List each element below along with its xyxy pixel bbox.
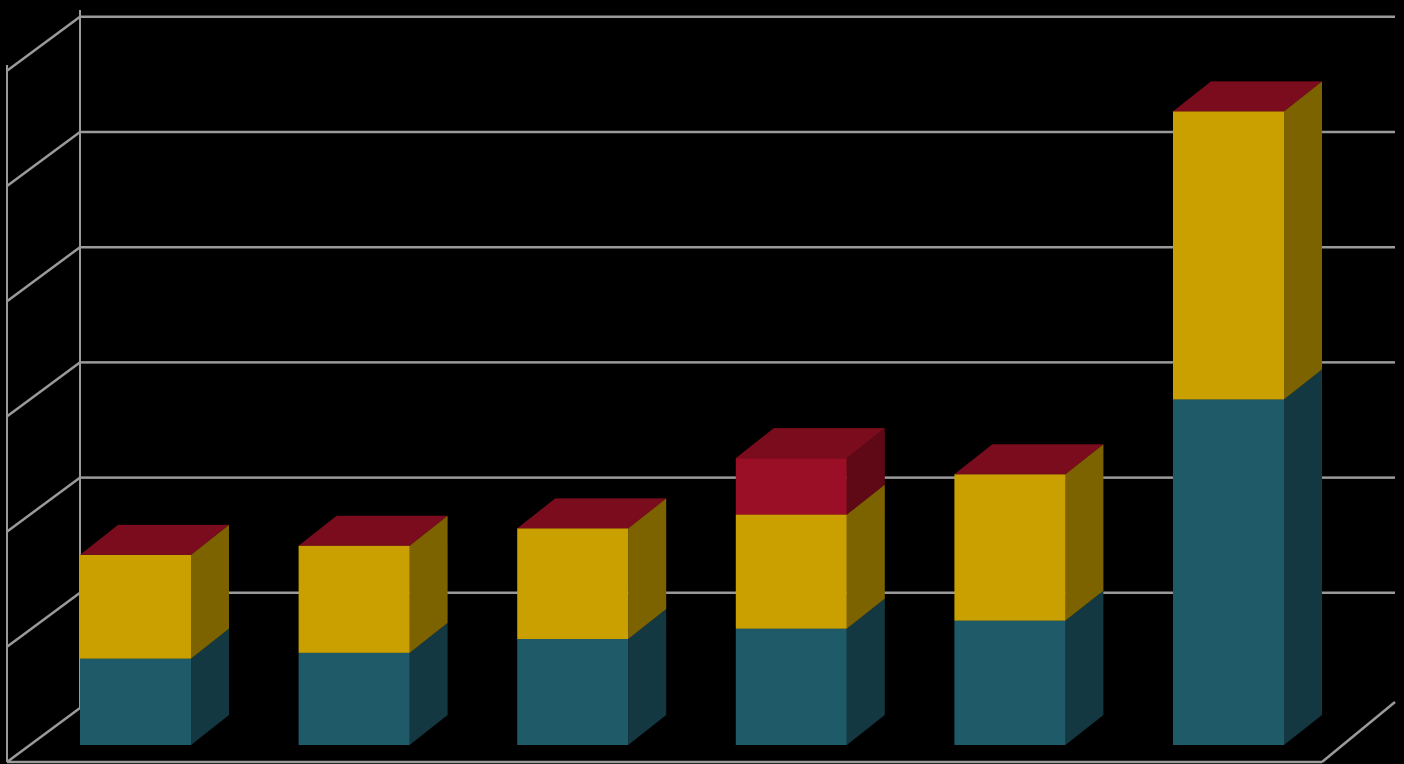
bar-segment-side (409, 622, 448, 745)
bar-top-cap (517, 498, 667, 529)
bar-stack (1173, 81, 1322, 745)
bar-segment-side (409, 515, 448, 653)
bar-segment-front (954, 620, 1066, 745)
gridline-wall-diagonal (6, 476, 81, 533)
bar-top-cap (298, 515, 448, 546)
bar-segment-side (846, 484, 885, 629)
bar-segment-side (628, 609, 667, 745)
bar-segment-side (1065, 590, 1104, 745)
bar-segment-front (517, 528, 629, 640)
bar-segment-front (298, 545, 410, 653)
bar-stack (517, 498, 667, 745)
bar-segment-side (191, 524, 229, 659)
bar-stack (735, 428, 885, 745)
bar-segment-side (846, 598, 885, 745)
bar-segment-side (191, 628, 229, 745)
bar-stack (298, 515, 448, 745)
bar-segment-side (846, 428, 885, 515)
bar-segment-front (80, 554, 191, 659)
bar-segment-front (1173, 111, 1284, 400)
floor-right-edge (1321, 701, 1396, 763)
bar-stack (954, 444, 1104, 745)
bar-segment-front (954, 474, 1066, 621)
bar-segment-side (1284, 369, 1322, 745)
gridline-wall-diagonal (6, 591, 81, 648)
gridline-wall-diagonal (6, 15, 81, 72)
bar-segment-front (517, 639, 629, 745)
gridline-wall-diagonal (6, 130, 81, 188)
bar-top-cap (80, 524, 229, 555)
bar-segment-side (1284, 81, 1322, 400)
bar-segment-front (735, 514, 847, 629)
bar-segment-side (628, 498, 667, 640)
bar-segment-front (1173, 399, 1284, 745)
bar-top-cap (1173, 81, 1322, 112)
bar-segment-front (735, 628, 847, 745)
bar-stack (80, 524, 229, 745)
bar-segment-front (80, 658, 191, 745)
gridline-wall-diagonal (6, 361, 81, 418)
bar-segment-front (298, 652, 410, 745)
gridline-wall-diagonal (6, 706, 81, 764)
bar-top-cap (735, 428, 885, 459)
bar-segment-front (735, 458, 847, 515)
bar-series-group (80, 81, 1322, 745)
bar-top-cap (954, 444, 1104, 475)
gridline-wall-diagonal (6, 246, 81, 303)
bar-segment-side (1065, 444, 1104, 621)
